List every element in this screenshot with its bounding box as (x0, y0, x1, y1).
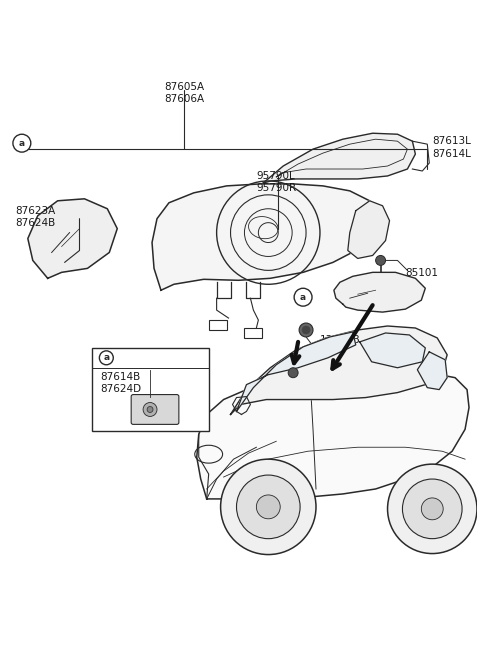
Polygon shape (348, 201, 390, 259)
Circle shape (288, 367, 298, 378)
Polygon shape (230, 326, 447, 415)
Text: 87623A
87624B: 87623A 87624B (15, 206, 55, 228)
Text: a: a (103, 353, 109, 362)
Text: a: a (300, 293, 306, 302)
Circle shape (147, 407, 153, 413)
Polygon shape (197, 373, 469, 499)
Text: 1327AB: 1327AB (320, 335, 361, 345)
Bar (93, 348, 209, 432)
Circle shape (402, 479, 462, 538)
Circle shape (294, 288, 312, 306)
Text: a: a (19, 139, 25, 147)
Text: 87614B
87624D: 87614B 87624D (100, 372, 142, 394)
Circle shape (143, 403, 157, 417)
Polygon shape (264, 133, 415, 183)
Polygon shape (28, 199, 117, 278)
Text: 85101: 85101 (406, 269, 438, 278)
Polygon shape (334, 272, 425, 312)
Circle shape (221, 459, 316, 555)
Bar (209, 320, 227, 330)
Polygon shape (360, 333, 425, 367)
Polygon shape (417, 352, 447, 390)
Text: 87613L
87614L: 87613L 87614L (432, 136, 471, 159)
Circle shape (387, 464, 477, 553)
Circle shape (13, 134, 31, 152)
Circle shape (421, 498, 443, 520)
Polygon shape (237, 332, 356, 411)
Text: 95790L
95790R: 95790L 95790R (256, 171, 297, 193)
Text: 87605A
87606A: 87605A 87606A (164, 82, 204, 104)
Bar (244, 328, 263, 338)
Circle shape (299, 323, 313, 337)
Circle shape (99, 351, 113, 365)
Circle shape (376, 255, 385, 265)
Circle shape (237, 475, 300, 538)
FancyBboxPatch shape (131, 394, 179, 424)
Circle shape (302, 326, 310, 334)
Circle shape (256, 495, 280, 519)
Polygon shape (152, 184, 380, 290)
